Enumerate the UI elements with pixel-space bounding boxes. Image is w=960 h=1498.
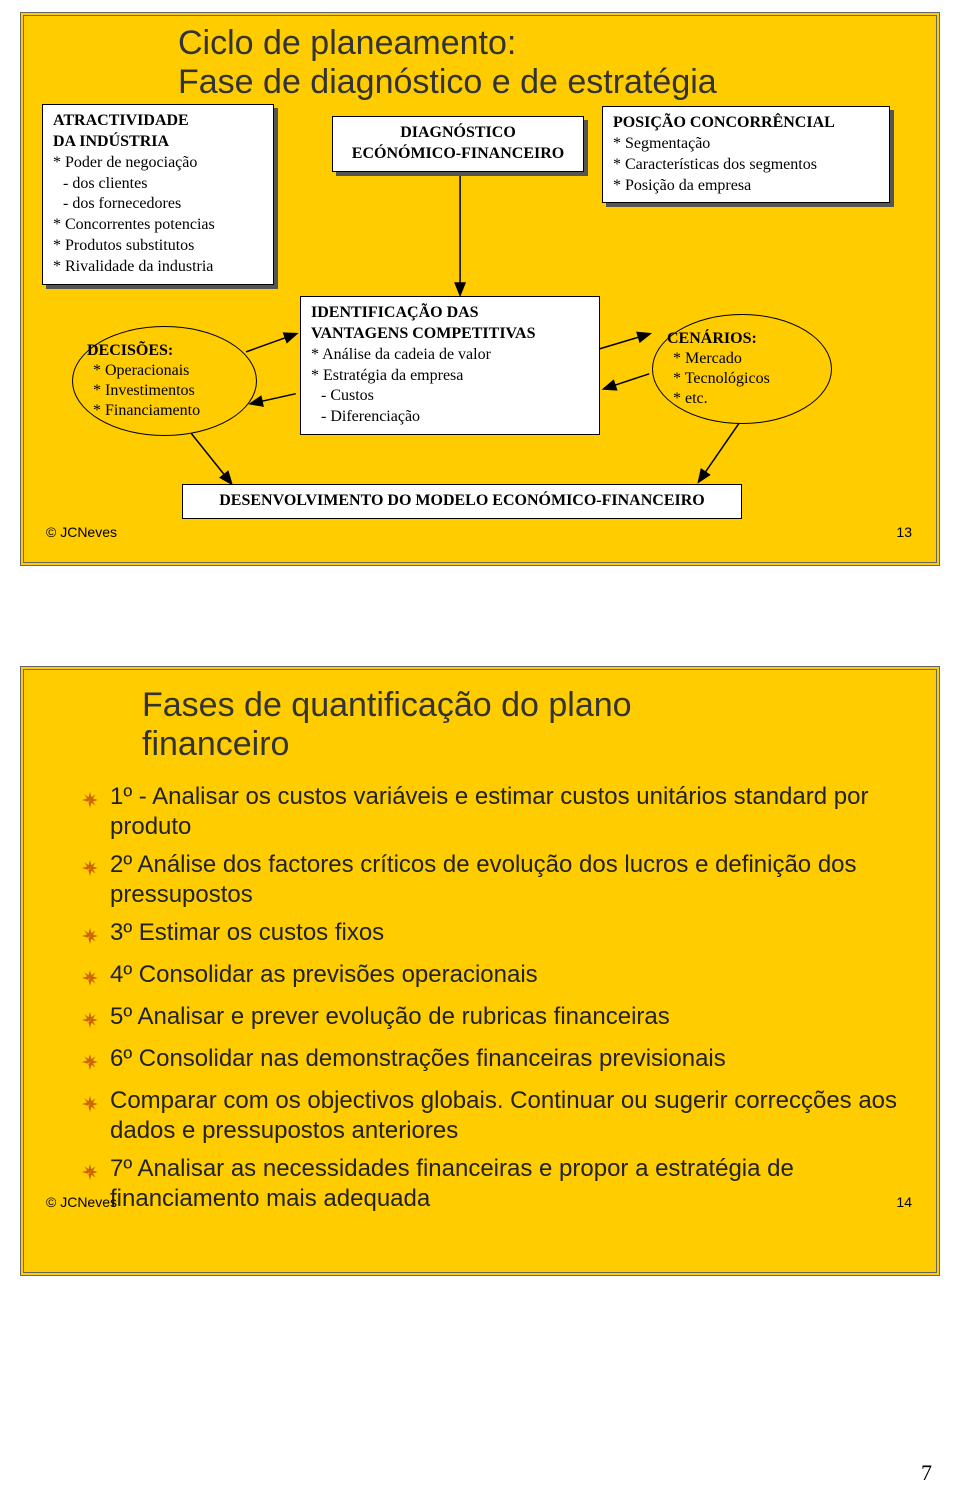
ident-i2: - Custos xyxy=(311,386,589,407)
bullet-item: Comparar com os objectivos globais. Cont… xyxy=(82,1086,898,1146)
slide-13-inner: Ciclo de planeamento: Fase de diagnóstic… xyxy=(42,26,918,544)
bullet-text: 5º Analisar e prever evolução de rubrica… xyxy=(110,1002,898,1032)
title14-l1: Fases de quantificação do plano xyxy=(142,686,632,724)
cen-h: CENÁRIOS: xyxy=(667,329,817,349)
desenv-text: DESENVOLVIMENTO DO MODELO ECONÓMICO-FINA… xyxy=(219,492,705,509)
atract-i0: * Poder de negociação xyxy=(53,153,263,174)
star-icon xyxy=(82,786,104,816)
slide-14-inner: Fases de quantificação do plano financei… xyxy=(42,680,918,1214)
pagenum-13: 13 xyxy=(896,524,912,540)
star-icon xyxy=(82,854,104,884)
pos-h: POSIÇÃO CONCORRÊNCIAL xyxy=(613,113,879,134)
bullet-item: 6º Consolidar nas demonstrações financei… xyxy=(82,1044,898,1078)
ellipse-decisoes: DECISÕES: * Operacionais * Investimentos… xyxy=(72,326,257,436)
title-line1: Ciclo de planeamento: xyxy=(178,24,516,62)
star-icon xyxy=(82,922,104,952)
star-icon xyxy=(82,1006,104,1036)
box-posicao: POSIÇÃO CONCORRÊNCIAL * Segmentação * Ca… xyxy=(602,106,890,203)
cen-i1: * Tecnológicos xyxy=(667,369,817,389)
bullet-text: Comparar com os objectivos globais. Cont… xyxy=(110,1086,898,1146)
box-identificacao: IDENTIFICAÇÃO DAS VANTAGENS COMPETITIVAS… xyxy=(300,296,600,435)
ident-h2: VANTAGENS COMPETITIVAS xyxy=(311,324,589,345)
diagram-area: ATRACTIVIDADE DA INDÚSTRIA * Poder de ne… xyxy=(42,104,918,544)
box-atractividade: ATRACTIVIDADE DA INDÚSTRIA * Poder de ne… xyxy=(42,104,274,284)
box-desenvolvimento: DESENVOLVIMENTO DO MODELO ECONÓMICO-FINA… xyxy=(182,484,742,519)
dec-i1: * Investimentos xyxy=(87,381,242,401)
star-icon xyxy=(82,964,104,994)
title-line2: Fase de diagnóstico e de estratégia xyxy=(178,63,717,101)
bullet-item: 7º Analisar as necessidades financeiras … xyxy=(82,1154,898,1214)
ident-i3: - Diferenciação xyxy=(311,407,589,428)
dec-h: DECISÕES: xyxy=(87,341,242,361)
bullet-text: 2º Análise dos factores críticos de evol… xyxy=(110,850,898,910)
atract-i2: - dos fornecedores xyxy=(53,194,263,215)
bullet-item: 2º Análise dos factores críticos de evol… xyxy=(82,850,898,910)
bullet-text: 3º Estimar os custos fixos xyxy=(110,918,898,948)
star-icon xyxy=(82,1090,104,1120)
bullet-text: 4º Consolidar as previsões operacionais xyxy=(110,960,898,990)
slide-14-title: Fases de quantificação do plano financei… xyxy=(142,686,632,764)
bullet-text: 7º Analisar as necessidades financeiras … xyxy=(110,1154,898,1214)
pos-i1: * Características dos segmentos xyxy=(613,155,879,176)
ident-i0: * Análise da cadeia de valor xyxy=(311,345,589,366)
box-diagnostico: DIAGNÓSTICO ECÓNÓMICO-FINANCEIRO xyxy=(332,116,584,172)
bullet-item: 3º Estimar os custos fixos xyxy=(82,918,898,952)
atract-i1: - dos clientes xyxy=(53,174,263,195)
bullet-list: 1º - Analisar os custos variáveis e esti… xyxy=(82,782,898,1214)
atract-h2: DA INDÚSTRIA xyxy=(53,132,263,153)
slide-13: Ciclo de planeamento: Fase de diagnóstic… xyxy=(20,12,940,566)
cen-i2: * etc. xyxy=(667,389,817,409)
slide-14: Fases de quantificação do plano financei… xyxy=(20,666,940,1276)
pagenum-14: 14 xyxy=(896,1194,912,1210)
title14-l2: financeiro xyxy=(142,725,289,763)
star-icon xyxy=(82,1158,104,1188)
copyright-13: © JCNeves xyxy=(46,524,117,540)
dec-i0: * Operacionais xyxy=(87,361,242,381)
atract-i4: * Produtos substitutos xyxy=(53,236,263,257)
ident-i1: * Estratégia da empresa xyxy=(311,366,589,387)
atract-i5: * Rivalidade da industria xyxy=(53,257,263,278)
diag-l1: DIAGNÓSTICO xyxy=(343,123,573,144)
cen-i0: * Mercado xyxy=(667,349,817,369)
dec-i2: * Financiamento xyxy=(87,401,242,421)
atract-h1: ATRACTIVIDADE xyxy=(53,111,263,132)
bullet-item: 1º - Analisar os custos variáveis e esti… xyxy=(82,782,898,842)
bullet-item: 5º Analisar e prever evolução de rubrica… xyxy=(82,1002,898,1036)
bullet-text: 1º - Analisar os custos variáveis e esti… xyxy=(110,782,898,842)
ident-h1: IDENTIFICAÇÃO DAS xyxy=(311,303,589,324)
copyright-14: © JCNeves xyxy=(46,1194,117,1210)
ellipse-cenarios: CENÁRIOS: * Mercado * Tecnológicos * etc… xyxy=(652,314,832,424)
bullet-item: 4º Consolidar as previsões operacionais xyxy=(82,960,898,994)
pos-i2: * Posição da empresa xyxy=(613,176,879,197)
slide-13-title: Ciclo de planeamento: Fase de diagnóstic… xyxy=(172,22,723,104)
page-corner-number: 7 xyxy=(921,1460,932,1486)
atract-i3: * Concorrentes potencias xyxy=(53,215,263,236)
pos-i0: * Segmentação xyxy=(613,134,879,155)
diag-l2: ECÓNÓMICO-FINANCEIRO xyxy=(343,144,573,165)
star-icon xyxy=(82,1048,104,1078)
bullet-text: 6º Consolidar nas demonstrações financei… xyxy=(110,1044,898,1074)
